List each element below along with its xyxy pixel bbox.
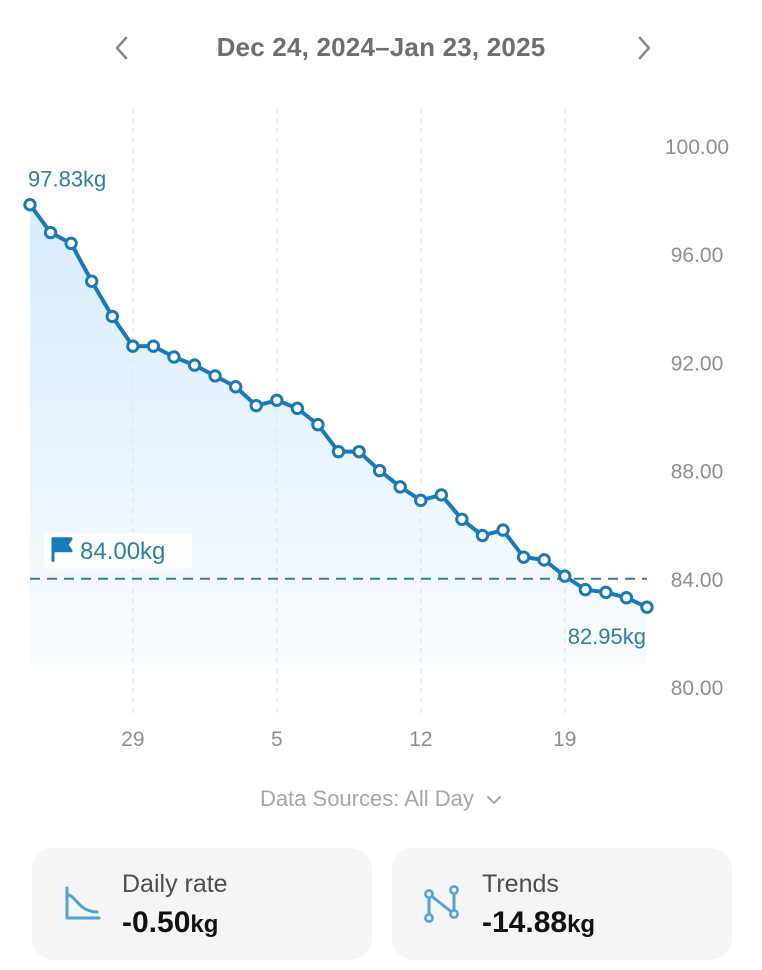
- weight-chart: 84.00kg 97.83kg 82.95kg 100.00 96.00 92.00…: [23, 108, 729, 751]
- daily-rate-card[interactable]: Daily rate -0.50kg: [32, 848, 372, 960]
- date-range-header: Dec 24, 2024–Jan 23, 2025: [0, 18, 762, 80]
- trend-nodes-icon: [424, 885, 459, 923]
- daily-rate-label: Daily rate: [122, 870, 228, 898]
- data-sources-label: Data Sources: All Day: [259, 786, 474, 811]
- first-value-label: 97.83kg: [28, 167, 106, 192]
- data-point: [64, 236, 78, 251]
- y-tick-label: 80.00: [671, 677, 724, 700]
- data-point: [475, 528, 490, 543]
- previous-period-button[interactable]: [104, 30, 140, 66]
- data-point: [311, 417, 325, 432]
- data-point: [331, 444, 346, 459]
- data-point: [414, 493, 428, 508]
- flag-icon: [51, 537, 73, 562]
- goal-value: 84.00kg: [80, 538, 165, 565]
- data-point: [455, 512, 469, 526]
- last-value-label: 82.95kg: [568, 624, 646, 649]
- next-period-button[interactable]: [626, 30, 662, 66]
- data-point: [23, 197, 37, 212]
- data-point: [208, 369, 222, 383]
- data-point: [599, 585, 613, 600]
- x-tick-label: 29: [121, 728, 144, 751]
- data-point: [85, 274, 99, 288]
- y-tick-label: 88.00: [671, 461, 724, 484]
- x-tick-label: 19: [553, 728, 576, 751]
- weight-area-fill: [30, 204, 647, 666]
- data-point: [105, 309, 119, 324]
- chevron-right-icon: [638, 36, 651, 60]
- data-point: [640, 600, 654, 614]
- data-point: [393, 480, 407, 494]
- data-point: [43, 225, 58, 240]
- goal-label: 84.00kg: [44, 532, 192, 569]
- x-tick-label: 12: [409, 728, 432, 751]
- daily-rate-value: -0.50kg: [122, 906, 219, 939]
- data-point: [167, 350, 181, 364]
- data-point: [537, 553, 551, 567]
- data-point: [558, 569, 572, 583]
- y-tick-label: 96.00: [671, 244, 724, 267]
- data-point: [249, 398, 263, 413]
- data-point: [187, 358, 202, 372]
- data-point: [270, 393, 284, 407]
- data-point: [578, 582, 592, 597]
- area-chart-icon: [65, 886, 101, 920]
- chevron-left-icon: [115, 36, 128, 60]
- data-sources-dropdown[interactable]: Data Sources: All Day: [0, 786, 762, 812]
- data-point: [228, 380, 243, 394]
- data-point: [372, 463, 387, 478]
- y-tick-label: 92.00: [671, 352, 724, 375]
- data-point: [496, 523, 510, 537]
- data-point: [290, 401, 305, 416]
- data-point: [126, 339, 140, 353]
- data-point: [516, 550, 531, 564]
- data-point: [352, 444, 366, 459]
- y-tick-label: 84.00: [671, 569, 724, 592]
- trends-card[interactable]: Trends -14.88kg: [392, 848, 732, 960]
- y-tick-label: 100.00: [665, 136, 729, 159]
- data-point: [146, 339, 161, 353]
- trends-label: Trends: [482, 870, 559, 898]
- data-point: [619, 591, 634, 605]
- x-tick-label: 5: [271, 728, 283, 751]
- trends-value: -14.88kg: [482, 906, 596, 939]
- data-point: [434, 488, 449, 502]
- date-range-title: Dec 24, 2024–Jan 23, 2025: [216, 32, 546, 62]
- chevron-down-icon: [487, 796, 502, 805]
